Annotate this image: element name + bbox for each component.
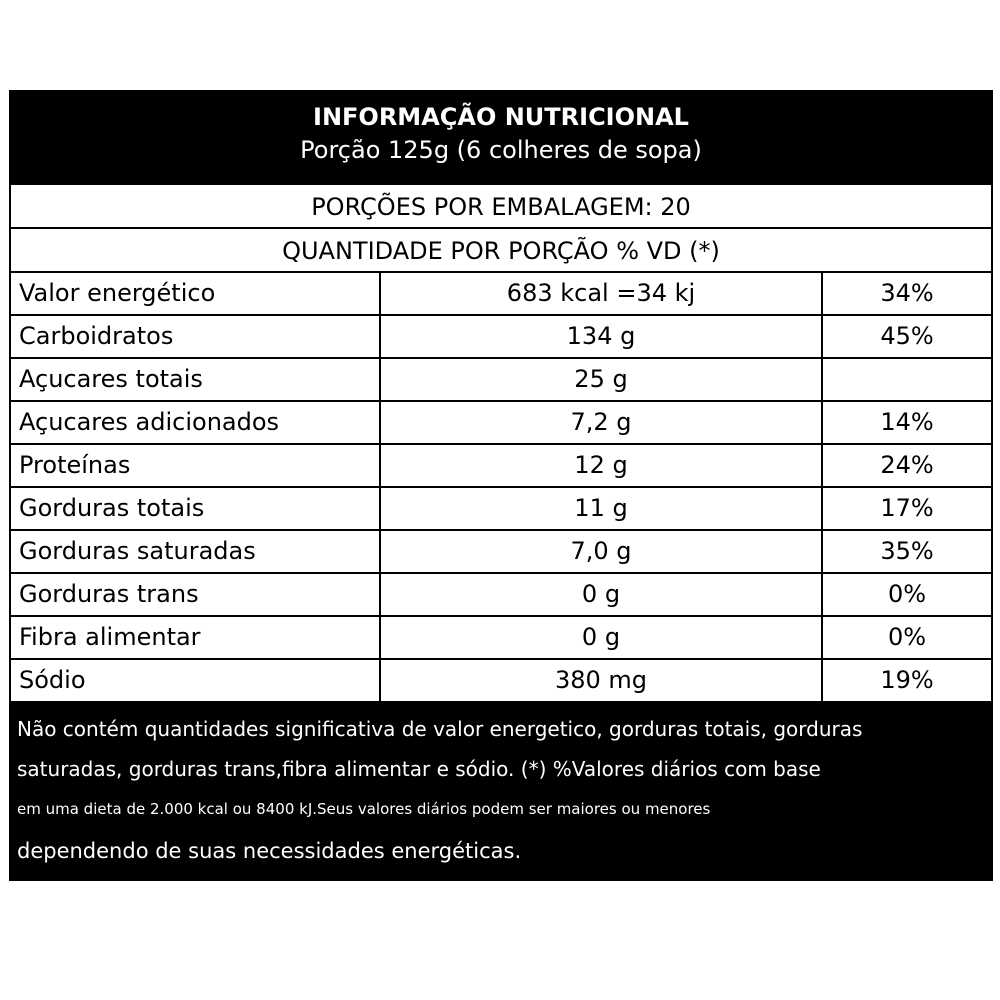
nutrient-amount: 11 g	[379, 486, 823, 531]
footnote-line: em uma dieta de 2.000 kcal ou 8400 kJ.Se…	[17, 800, 711, 818]
nutrient-amount: 7,2 g	[379, 400, 823, 445]
table-row: Açucares totais 25 g	[11, 357, 991, 402]
table-row: Fibra alimentar 0 g 0%	[11, 615, 991, 660]
nutrient-dv: 17%	[821, 486, 991, 531]
nutrient-dv: 45%	[821, 314, 991, 359]
footnote: Não contém quantidades significativa de …	[9, 703, 993, 881]
nutrient-dv: 24%	[821, 443, 991, 488]
nutrient-amount: 25 g	[379, 357, 823, 402]
nutrient-name: Valor energético	[11, 273, 381, 316]
table-row: Carboidratos 134 g 45%	[11, 314, 991, 359]
nutrient-name: Gorduras saturadas	[11, 529, 381, 574]
nutrient-name: Gorduras trans	[11, 572, 381, 617]
table-row: Gorduras trans 0 g 0%	[11, 572, 991, 617]
nutrient-dv	[821, 357, 991, 402]
table-row: Proteínas 12 g 24%	[11, 443, 991, 488]
table-row: Sódio 380 mg 19%	[11, 658, 991, 703]
nutrient-dv: 35%	[821, 529, 991, 574]
nutrient-amount: 380 mg	[379, 658, 823, 703]
nutrient-name: Carboidratos	[11, 314, 381, 359]
serving-size: Porção 125g (6 colheres de sopa)	[300, 136, 702, 164]
label-header: INFORMAÇÃO NUTRICIONAL Porção 125g (6 co…	[9, 90, 993, 185]
table-row: Açucares adicionados 7,2 g 14%	[11, 400, 991, 445]
nutrient-name: Açucares totais	[11, 357, 381, 402]
nutrient-amount: 0 g	[379, 615, 823, 660]
table-row: Gorduras totais 11 g 17%	[11, 486, 991, 531]
footnote-line: dependendo de suas necessidades energéti…	[17, 839, 522, 863]
nutrient-name: Sódio	[11, 658, 381, 703]
servings-per-package: PORÇÕES POR EMBALAGEM: 20	[11, 185, 991, 227]
footnote-line: saturadas, gorduras trans,fibra alimenta…	[17, 757, 821, 781]
nutrient-dv: 34%	[821, 273, 991, 316]
table-row: Valor energético 683 kcal =34 kj 34%	[11, 273, 991, 316]
table-row: Gorduras saturadas 7,0 g 35%	[11, 529, 991, 574]
nutrient-dv: 14%	[821, 400, 991, 445]
nutrient-amount: 0 g	[379, 572, 823, 617]
nutrient-amount: 7,0 g	[379, 529, 823, 574]
nutrient-amount: 134 g	[379, 314, 823, 359]
nutrient-name: Gorduras totais	[11, 486, 381, 531]
nutrition-facts-label: INFORMAÇÃO NUTRICIONAL Porção 125g (6 co…	[9, 90, 993, 881]
label-title: INFORMAÇÃO NUTRICIONAL	[313, 103, 689, 131]
nutrient-name: Fibra alimentar	[11, 615, 381, 660]
nutrient-dv: 0%	[821, 572, 991, 617]
nutrient-amount: 12 g	[379, 443, 823, 488]
nutrient-dv: 19%	[821, 658, 991, 703]
columns-header: QUANTIDADE POR PORÇÃO % VD (*)	[11, 229, 991, 271]
nutrient-dv: 0%	[821, 615, 991, 660]
nutrient-amount: 683 kcal =34 kj	[379, 273, 823, 316]
footnote-line: Não contém quantidades significativa de …	[17, 717, 863, 741]
nutrient-name: Açucares adicionados	[11, 400, 381, 445]
nutrients-table: Valor energético 683 kcal =34 kj 34% Car…	[11, 273, 991, 703]
nutrient-name: Proteínas	[11, 443, 381, 488]
